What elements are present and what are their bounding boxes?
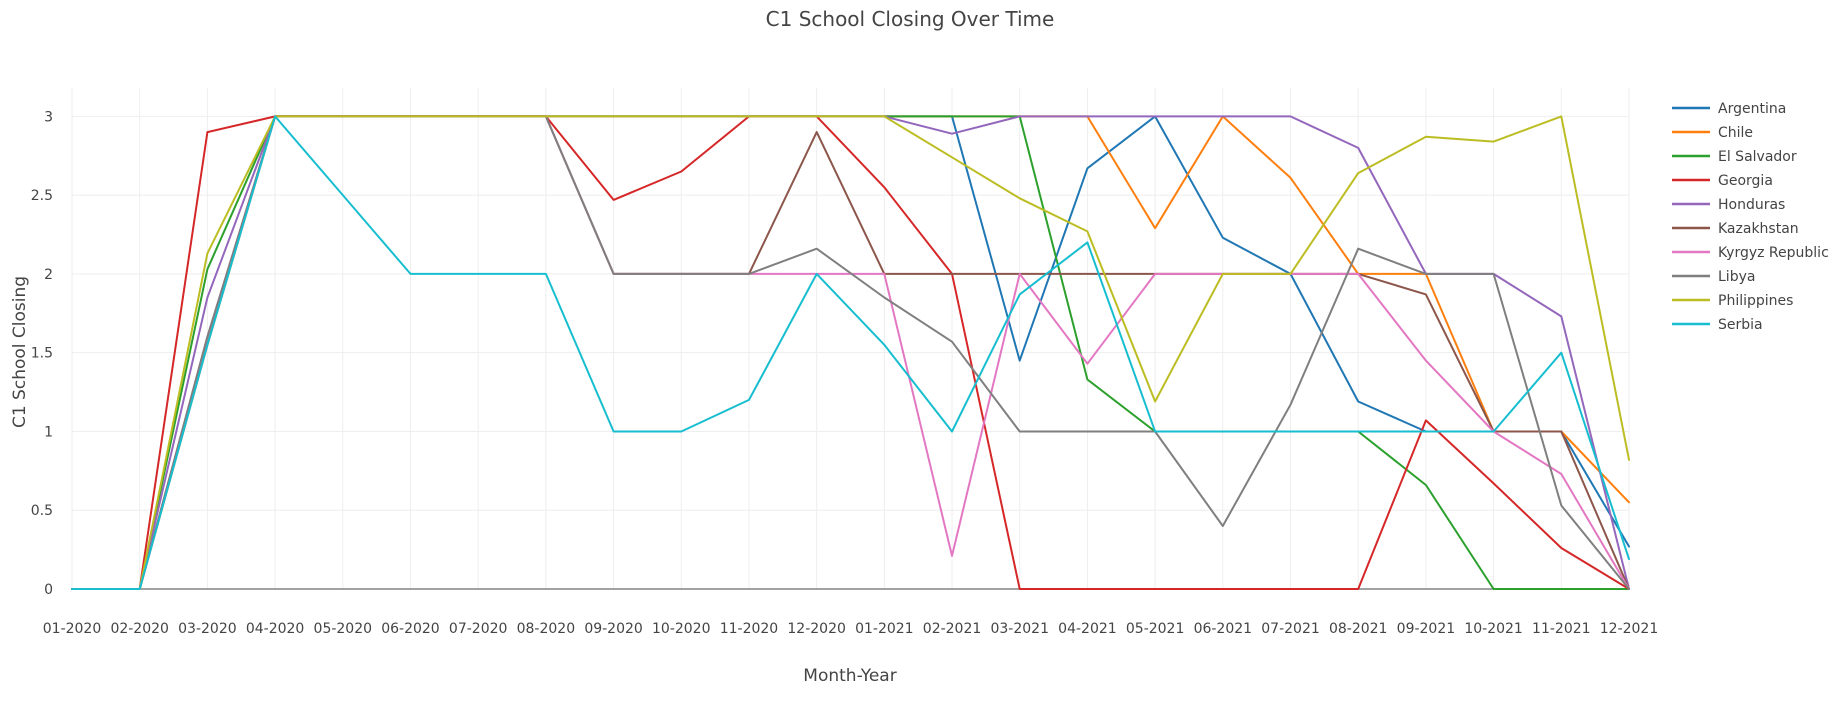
series-lines bbox=[71, 115, 1630, 590]
x-tick-label: 11-2020 bbox=[720, 621, 779, 637]
x-tick-label: 02-2021 bbox=[923, 621, 982, 637]
legend-item-honduras[interactable]: Honduras bbox=[1672, 197, 1785, 213]
legend-item-el-salvador[interactable]: El Salvador bbox=[1672, 149, 1797, 165]
x-tick-label: 08-2021 bbox=[1329, 621, 1388, 637]
x-tick-label: 11-2021 bbox=[1532, 621, 1591, 637]
x-tick-label: 12-2021 bbox=[1600, 621, 1659, 637]
x-tick-label: 09-2020 bbox=[584, 621, 643, 637]
y-tick-label: 2 bbox=[44, 267, 53, 283]
x-tick-label: 06-2021 bbox=[1194, 621, 1253, 637]
x-tick-label: 07-2020 bbox=[449, 621, 508, 637]
x-tick-label: 09-2021 bbox=[1397, 621, 1456, 637]
x-tick-label: 01-2020 bbox=[43, 621, 102, 637]
legend-label: Libya bbox=[1718, 269, 1755, 285]
legend-label: Kyrgyz Republic bbox=[1718, 245, 1829, 261]
x-tick-label: 03-2021 bbox=[990, 621, 1049, 637]
legend-label: Philippines bbox=[1718, 293, 1793, 309]
y-tick-label: 2.5 bbox=[31, 188, 53, 204]
x-tick-label: 10-2021 bbox=[1464, 621, 1523, 637]
x-tick-label: 02-2020 bbox=[110, 621, 169, 637]
y-tick-label: 0.5 bbox=[31, 503, 53, 519]
legend-item-kyrgyz-republic[interactable]: Kyrgyz Republic bbox=[1672, 245, 1829, 261]
legend-label: Kazakhstan bbox=[1718, 221, 1799, 237]
legend-item-libya[interactable]: Libya bbox=[1672, 269, 1755, 285]
y-tick-label: 1 bbox=[44, 424, 53, 440]
chart-title: C1 School Closing Over Time bbox=[766, 7, 1055, 31]
series-line-philippines bbox=[71, 115, 1630, 590]
legend-item-georgia[interactable]: Georgia bbox=[1672, 173, 1773, 189]
x-tick-label: 03-2020 bbox=[178, 621, 237, 637]
y-tick-label: 1.5 bbox=[31, 346, 53, 362]
x-tick-label: 06-2020 bbox=[381, 621, 440, 637]
x-tick-label: 10-2020 bbox=[652, 621, 711, 637]
legend-item-chile[interactable]: Chile bbox=[1672, 125, 1753, 141]
legend-label: Georgia bbox=[1718, 173, 1773, 189]
legend-item-serbia[interactable]: Serbia bbox=[1672, 317, 1763, 333]
legend-label: Argentina bbox=[1718, 101, 1786, 117]
legend-item-philippines[interactable]: Philippines bbox=[1672, 293, 1793, 309]
legend-label: Serbia bbox=[1718, 317, 1763, 333]
x-tick-label: 08-2020 bbox=[517, 621, 576, 637]
x-tick-label: 05-2021 bbox=[1126, 621, 1185, 637]
x-tick-label: 05-2020 bbox=[314, 621, 373, 637]
series-line-serbia bbox=[71, 115, 1630, 590]
x-axis-title: Month-Year bbox=[803, 666, 896, 686]
x-tick-label: 12-2020 bbox=[787, 621, 846, 637]
x-tick-label: 07-2021 bbox=[1261, 621, 1320, 637]
legend-label: El Salvador bbox=[1718, 149, 1797, 165]
grid bbox=[71, 88, 1630, 589]
legend[interactable]: Argentina Chile El Salvador Georgia Honduras… bbox=[1672, 101, 1829, 333]
y-axis-ticks: 0 0.5 1 1.5 2 2.5 3 bbox=[31, 109, 53, 598]
legend-item-kazakhstan[interactable]: Kazakhstan bbox=[1672, 221, 1799, 237]
legend-label: Chile bbox=[1718, 125, 1753, 141]
x-axis-ticks: 01-2020 02-2020 03-2020 04-2020 05-2020 06-20… bbox=[43, 621, 1659, 637]
y-tick-label: 3 bbox=[44, 109, 53, 125]
legend-item-argentina[interactable]: Argentina bbox=[1672, 101, 1786, 117]
x-tick-label: 04-2020 bbox=[246, 621, 305, 637]
y-tick-label: 0 bbox=[44, 582, 53, 598]
y-axis-title: C1 School Closing bbox=[10, 276, 30, 428]
legend-label: Honduras bbox=[1718, 197, 1785, 213]
x-tick-label: 04-2021 bbox=[1058, 621, 1117, 637]
x-tick-label: 01-2021 bbox=[855, 621, 914, 637]
